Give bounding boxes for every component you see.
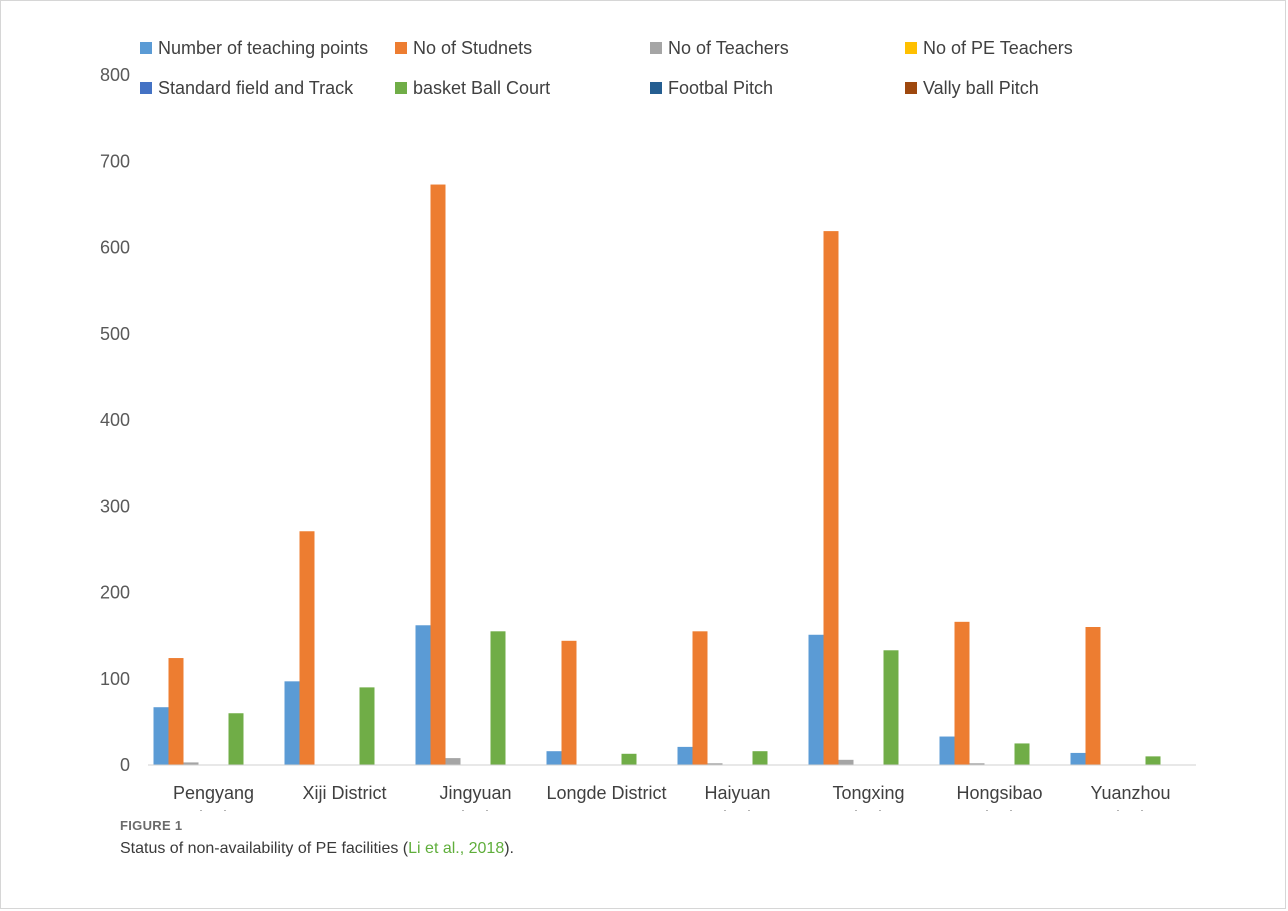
bar [445,758,461,765]
y-tick-label: 100 [100,669,130,689]
bars-group [153,184,1161,766]
caption-citation-link[interactable]: Li et al., 2018 [408,840,505,857]
x-tick-label: Xiji District [303,783,387,803]
bar [939,736,955,765]
bar [752,751,768,765]
x-tick-label: YuanzhouDistrict [1090,783,1170,811]
series-2 [183,758,985,765]
legend-swatch [650,42,662,54]
bar [490,631,506,765]
legend-item: Standard field and Track [140,78,354,98]
legend-label: Standard field and Track [158,78,354,98]
bar [415,625,431,765]
x-tick-label: JingyuanDistrict [439,783,511,811]
bar [430,184,446,766]
y-tick-label: 700 [100,151,130,171]
bar [561,640,577,765]
legend-item: Vally ball Pitch [905,78,1039,98]
bar [546,751,562,765]
legend-swatch [905,42,917,54]
bar [621,753,637,765]
series-1 [168,184,1101,766]
legend-swatch [140,42,152,54]
legend-label: No of PE Teachers [923,38,1073,58]
y-tick-label: 400 [100,410,130,430]
bar [692,631,708,765]
x-tick-label: PengyangDistrict [173,783,254,811]
legend-swatch [650,82,662,94]
y-tick-label: 300 [100,496,130,516]
legend-item: No of Studnets [395,38,532,58]
figure-caption: Status of non-availability of PE facilit… [120,840,514,858]
bar [1145,756,1161,765]
legend-swatch [395,82,407,94]
bar-chart: Number of teaching points No of Studnets N… [100,38,1196,811]
series-5 [228,631,1161,765]
x-tick-label: HongsibaoDistrict [956,783,1042,811]
bar [969,763,985,765]
x-axis: PengyangDistrict Xiji District JingyuanDis… [173,783,1171,811]
bar [183,762,199,765]
bar [1014,743,1030,765]
legend-item: No of PE Teachers [905,38,1073,58]
bar [1085,627,1101,765]
bar [359,687,375,765]
legend-label: Number of teaching points [158,38,368,58]
legend-item: Number of teaching points [140,38,368,58]
legend-item: Footbal Pitch [650,78,773,98]
bar [707,763,723,765]
legend-swatch [140,82,152,94]
caption-text: Status of non-availability of PE facilit… [120,840,409,857]
caption-text-end: ). [504,840,514,857]
legend-label: Footbal Pitch [668,78,773,98]
bar [954,621,970,765]
legend-item: basket Ball Court [395,78,550,98]
y-tick-label: 200 [100,583,130,603]
bar [808,634,824,765]
legend-label: No of Teachers [668,38,789,58]
bar [299,531,315,765]
legend-item: No of Teachers [650,38,789,58]
x-tick-label: Longde District [546,783,666,803]
y-tick-label: 600 [100,238,130,258]
legend-label: Vally ball Pitch [923,78,1039,98]
y-tick-label: 0 [120,755,130,775]
y-axis: 0 100 200 300 400 500 600 700 800 [100,65,130,775]
bar [677,746,693,765]
legend-label: No of Studnets [413,38,532,58]
y-tick-label: 800 [100,65,130,85]
legend-swatch [905,82,917,94]
x-tick-label: TongxingDistrict [832,783,904,811]
bar [838,759,854,765]
bar [153,707,169,765]
bar [1070,752,1086,765]
legend-label: basket Ball Court [413,78,550,98]
figure-label: FIGURE 1 [120,818,183,833]
bar [823,231,839,766]
bar [284,681,300,765]
series-0 [153,625,1086,765]
bar [883,650,899,765]
chart-legend: Number of teaching points No of Studnets N… [140,38,1073,98]
y-tick-label: 500 [100,324,130,344]
bar [228,713,244,765]
legend-swatch [395,42,407,54]
x-tick-label: HaiyuanDistrict [704,783,770,811]
bar [168,658,184,765]
